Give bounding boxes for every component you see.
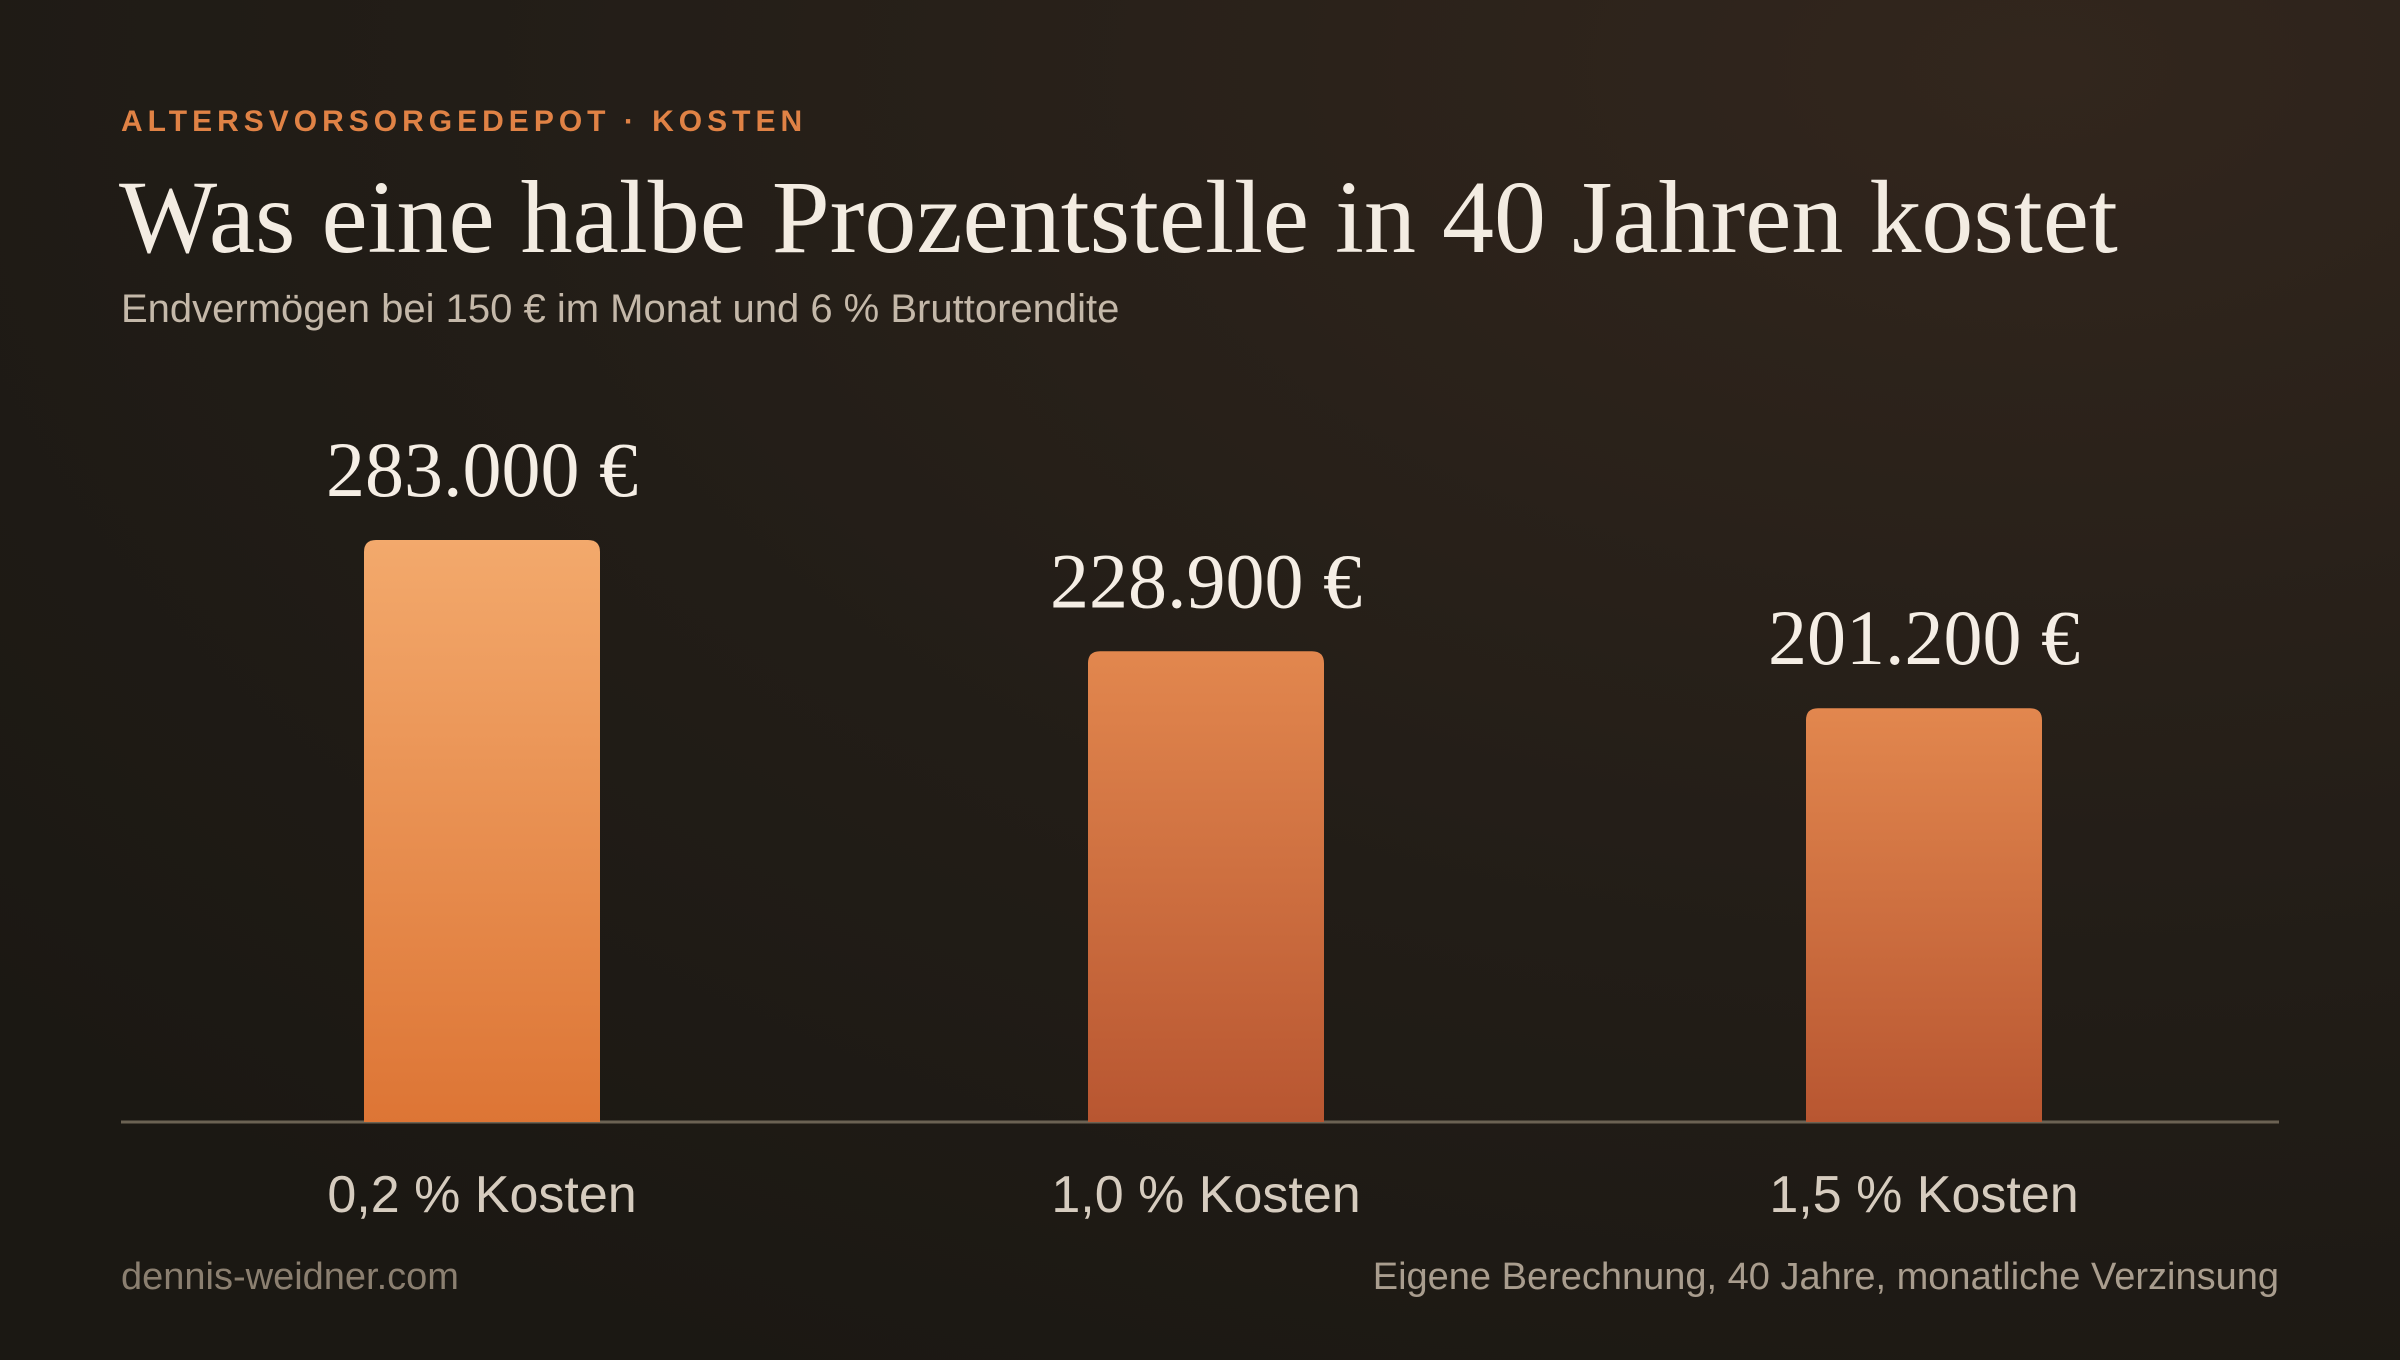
bar — [1806, 708, 2042, 1122]
bar — [364, 540, 600, 1122]
source-note: Eigene Berechnung, 40 Jahre, monatliche … — [1373, 1256, 2279, 1298]
x-tick-label: 1,5 % Kosten — [1769, 1166, 2078, 1224]
bar — [1088, 651, 1324, 1122]
value-label: 283.000 € — [326, 426, 638, 513]
value-label: 228.900 € — [1050, 537, 1362, 624]
kicker: ALTERSVORSORGEDEPOT · KOSTEN — [121, 105, 807, 138]
value-label: 201.200 € — [1768, 594, 2080, 681]
chart-title: Was eine halbe Prozentstelle in 40 Jahre… — [119, 160, 2118, 275]
subtitle: Endvermögen bei 150 € im Monat und 6 % B… — [121, 287, 1119, 331]
x-tick-label: 1,0 % Kosten — [1051, 1166, 1360, 1224]
x-tick-label: 0,2 % Kosten — [327, 1166, 636, 1224]
credit: dennis-weidner.com — [121, 1256, 459, 1298]
